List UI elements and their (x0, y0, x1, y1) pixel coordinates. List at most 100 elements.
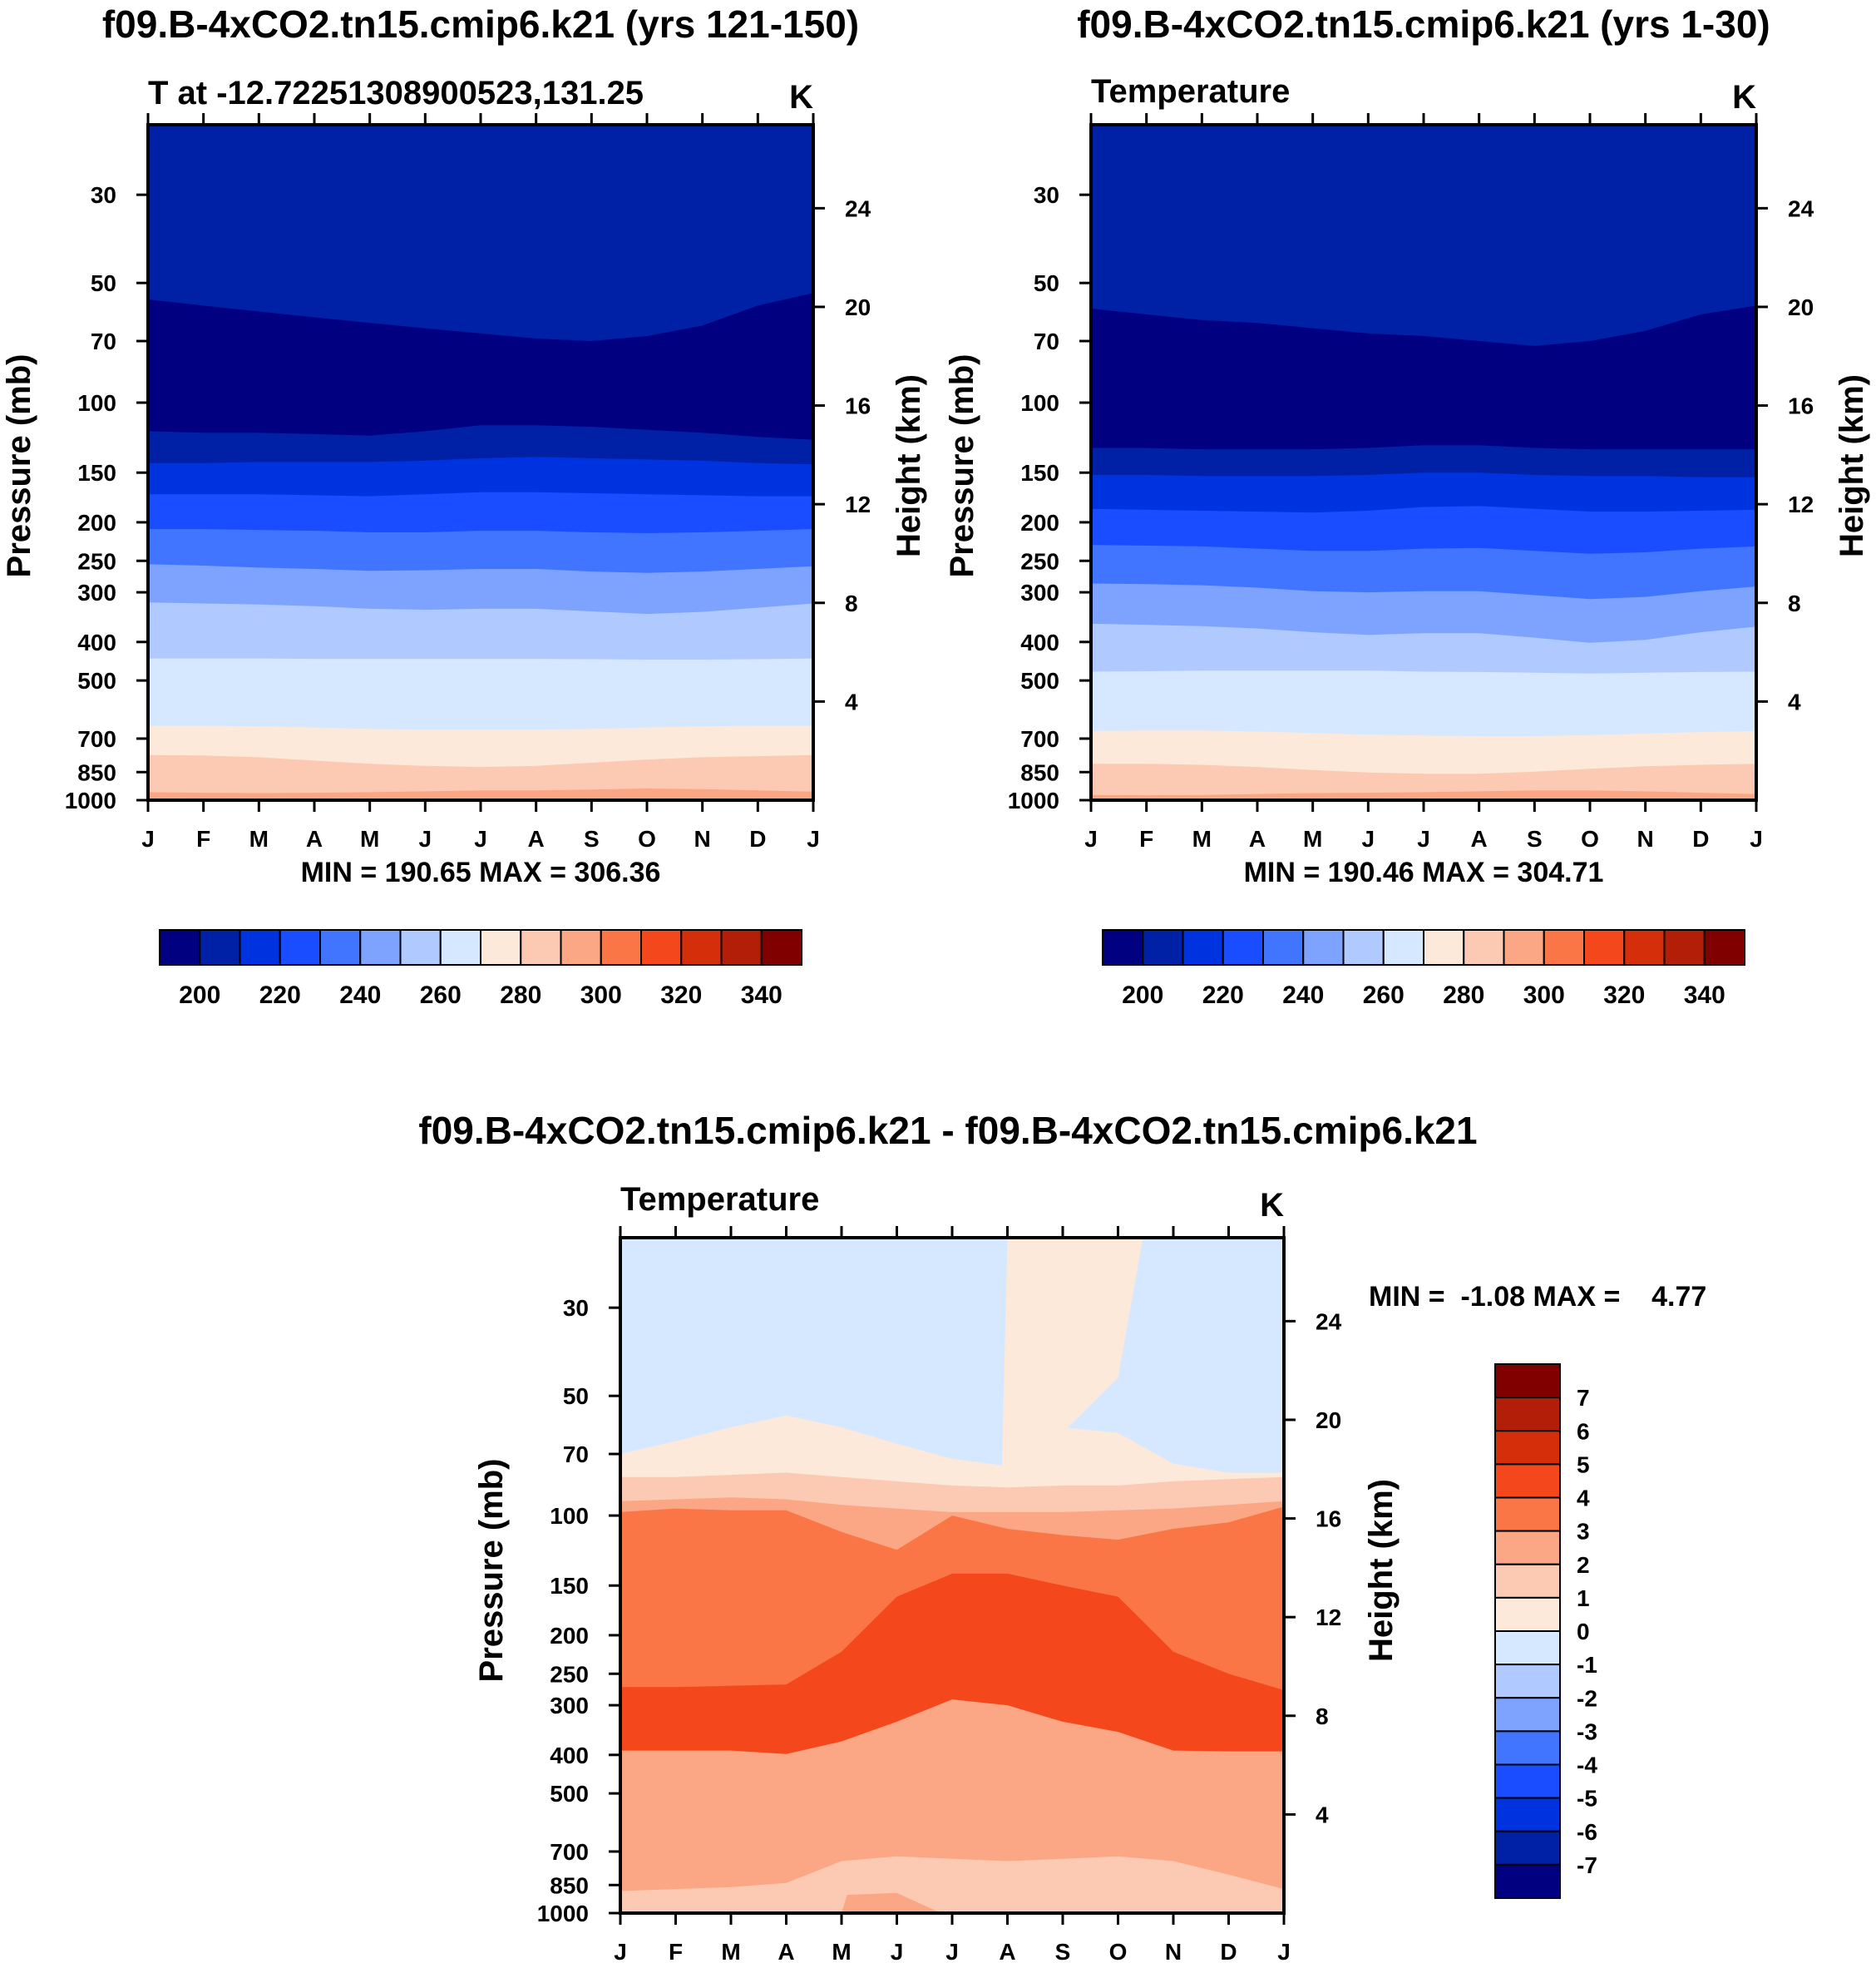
y-tick-label: 150 (77, 460, 116, 486)
y-tick-label: 100 (550, 1503, 589, 1529)
x-tick-label: S (1527, 826, 1543, 852)
panel2-ylabel: Pressure (mb) (944, 354, 980, 578)
colorbar-label: 220 (1202, 982, 1244, 1009)
panel1-title: f09.B-4xCO2.tn15.cmip6.k21 (yrs 121-150) (102, 2, 859, 46)
colorbar-swatch (1543, 929, 1585, 966)
colorbar-swatch (1182, 929, 1224, 966)
panel3-subtitle-right: K (1260, 1187, 1284, 1224)
colorbar-swatch (1302, 929, 1345, 966)
panel2-colorbar: 200 220 240 260 280 300 320 340 (1102, 929, 1745, 1009)
colorbar-label: 2 (1577, 1552, 1590, 1578)
panel1-ylabel: Pressure (mb) (1, 354, 37, 578)
y-tick-label: 200 (550, 1623, 589, 1649)
panel1-ylabel-right: Height (km) (891, 374, 927, 557)
colorbar-label: -2 (1577, 1685, 1597, 1711)
colorbar-swatch (1494, 1697, 1561, 1733)
y-tick-label: 100 (77, 390, 116, 416)
height-tick-label: 20 (1316, 1407, 1341, 1433)
colorbar-swatch (399, 929, 442, 966)
x-tick-label: D (1220, 1939, 1237, 1963)
panel-yrs-1-30: f09.B-4xCO2.tn15.cmip6.k21 (yrs 1-30) Te… (944, 2, 1870, 1009)
x-tick-label: J (141, 826, 155, 852)
y-tick-label: 150 (1020, 460, 1059, 486)
colorbar-swatch (720, 929, 763, 966)
height-tick-label: 12 (1788, 492, 1814, 517)
y-tick-label: 300 (550, 1693, 589, 1718)
panel1-subtitle-left: T at -12.72251308900523,131.25 (148, 75, 644, 111)
colorbar-swatch (640, 929, 683, 966)
colorbar-swatch (520, 929, 562, 966)
x-tick-label: N (1637, 826, 1654, 852)
colorbar-swatch (1494, 1463, 1561, 1499)
y-tick-label: 200 (77, 510, 116, 536)
colorbar-swatch (1142, 929, 1184, 966)
colorbar-swatch (1583, 929, 1626, 966)
colorbar-swatch (159, 929, 201, 966)
colorbar-label: 300 (580, 982, 622, 1009)
colorbar-swatch (1623, 929, 1666, 966)
colorbar-label: -3 (1577, 1718, 1597, 1744)
panel3-colorbar: 7 6 5 4 3 2 1 0 -1 -2 -3 -4 -5 -6 -7 (1494, 1363, 1597, 1899)
height-tick-label: 4 (1788, 689, 1801, 714)
x-tick-label: S (584, 826, 600, 852)
y-tick-label: 70 (1034, 329, 1059, 354)
contour-band (620, 1856, 1284, 1913)
height-tick-label: 20 (1788, 294, 1814, 320)
colorbar-label: 340 (741, 982, 782, 1009)
x-tick-label: M (1303, 826, 1322, 852)
colorbar-swatch (480, 929, 522, 966)
panel2-plot: J F M A M J J A S O N D J 30 50 70 100 150 200 250 300 400 500… (1008, 113, 1814, 852)
y-tick-label: 500 (77, 668, 116, 694)
x-tick-label: J (1084, 826, 1098, 852)
panel1-subtitle-right: K (789, 79, 813, 116)
colorbar-swatch (279, 929, 321, 966)
panel1-colorbar: 200 220 240 260 280 300 320 340 (159, 929, 802, 1009)
colorbar-label: 1 (1577, 1585, 1590, 1611)
colorbar-swatch (760, 929, 802, 966)
x-tick-label: N (1165, 1939, 1182, 1963)
colorbar-swatch (1342, 929, 1385, 966)
colorbar-label: 280 (1443, 982, 1484, 1009)
colorbar-swatch (1494, 1563, 1561, 1599)
colorbar-swatch (439, 929, 481, 966)
colorbar-label: 240 (1282, 982, 1324, 1009)
y-tick-label: 100 (1020, 390, 1059, 416)
colorbar-label: 5 (1577, 1451, 1590, 1477)
contour-band (842, 1892, 941, 1913)
contour-band (1091, 790, 1756, 800)
colorbar-swatch (1494, 1797, 1561, 1832)
colorbar-label: -7 (1577, 1852, 1597, 1878)
colorbar-label: 260 (420, 982, 462, 1009)
colorbar-label: 320 (660, 982, 702, 1009)
x-tick-label: M (249, 826, 269, 852)
colorbar-swatch (560, 929, 602, 966)
panel2-min-max: MIN = 190.46 MAX = 304.71 (1244, 857, 1604, 888)
colorbar-label: 240 (339, 982, 381, 1009)
y-tick-label: 700 (1020, 726, 1059, 752)
colorbar-swatch (1463, 929, 1505, 966)
y-tick-label: 400 (77, 630, 116, 655)
panel2-subtitle-right: K (1732, 79, 1756, 116)
panel3-subtitle-left: Temperature (620, 1181, 819, 1218)
colorbar-swatch (1494, 1664, 1561, 1699)
y-tick-label: 30 (91, 182, 116, 208)
x-tick-label: A (778, 1939, 794, 1963)
panel1-min-max: MIN = 190.65 MAX = 306.36 (301, 857, 661, 888)
panel-yrs-121-150: f09.B-4xCO2.tn15.cmip6.k21 (yrs 121-150)… (1, 2, 927, 1009)
y-tick-label: 850 (1020, 759, 1059, 785)
x-tick-label: J (474, 826, 487, 852)
y-tick-label: 70 (91, 329, 116, 354)
contour-band (148, 789, 813, 800)
x-tick-label: M (832, 1939, 851, 1963)
panel2-title: f09.B-4xCO2.tn15.cmip6.k21 (yrs 1-30) (1077, 2, 1770, 46)
panel3-title: f09.B-4xCO2.tn15.cmip6.k21 - f09.B-4xCO2… (418, 1109, 1477, 1152)
height-tick-label: 16 (845, 393, 871, 419)
y-tick-label: 500 (1020, 668, 1059, 694)
x-tick-label: J (614, 1939, 627, 1963)
contour-band (1001, 1238, 1143, 1469)
x-tick-label: A (999, 1939, 1015, 1963)
colorbar-swatch (600, 929, 642, 966)
y-tick-label: 300 (1020, 580, 1059, 606)
height-tick-label: 24 (845, 195, 871, 221)
height-tick-label: 8 (845, 591, 858, 616)
